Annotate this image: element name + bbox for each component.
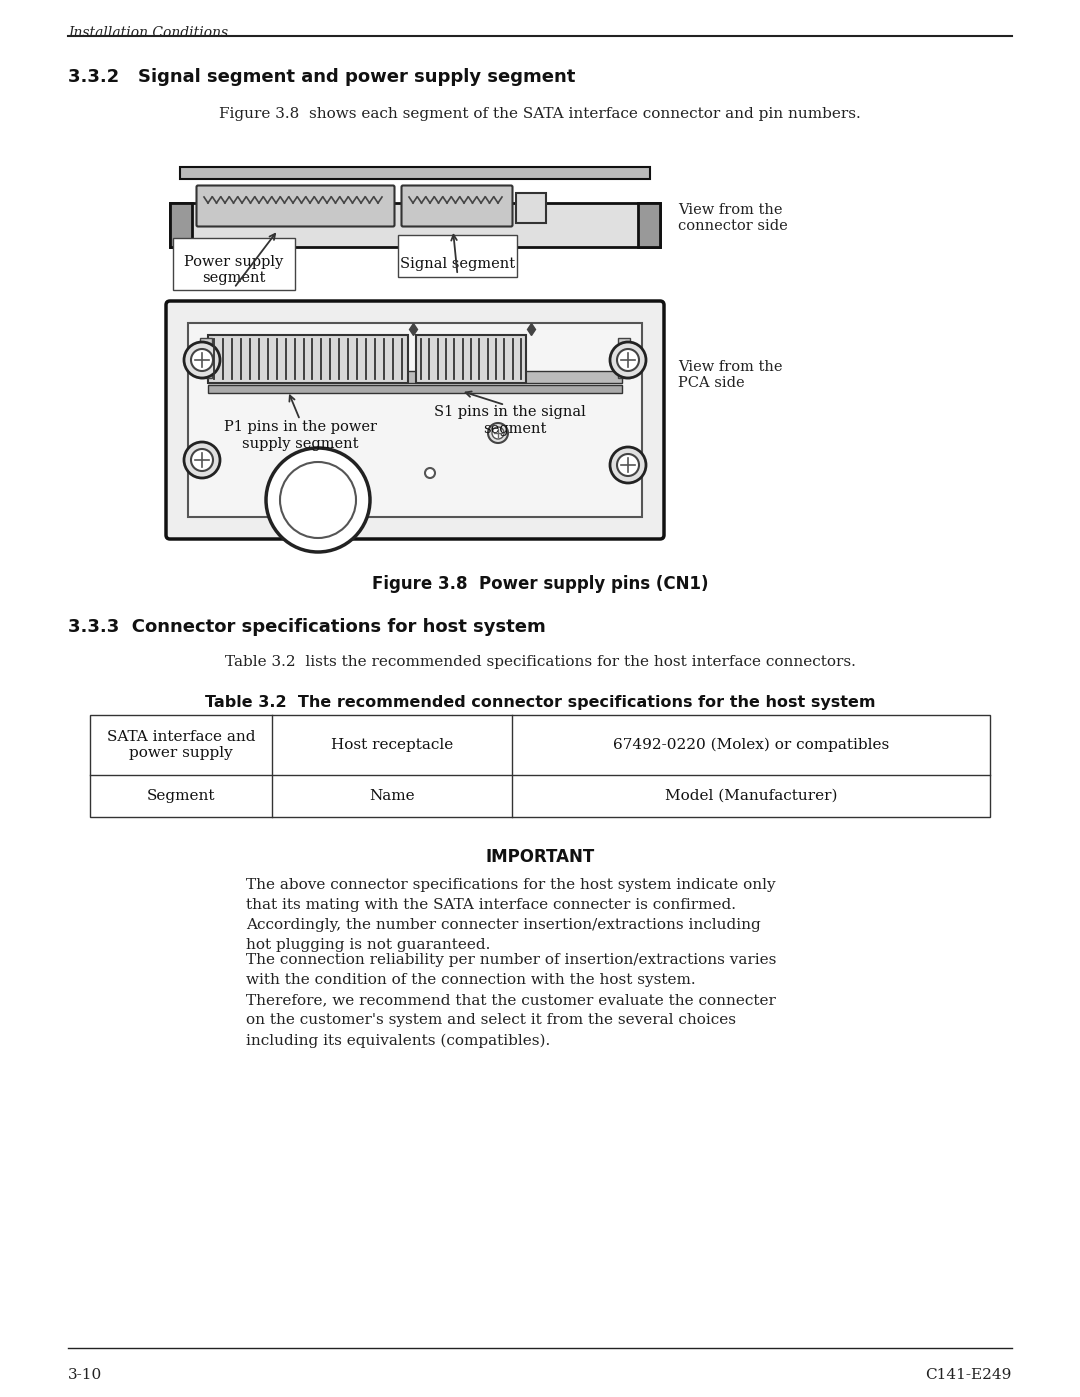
Bar	[208, 335, 408, 383]
Text: Installation Conditions: Installation Conditions	[68, 27, 228, 41]
Bar	[638, 203, 660, 247]
Bar	[208, 386, 622, 393]
Text: PCA side: PCA side	[678, 376, 744, 390]
Bar	[170, 203, 660, 247]
FancyBboxPatch shape	[197, 186, 394, 226]
Text: View from the: View from the	[678, 203, 783, 217]
Text: supply segment: supply segment	[242, 437, 359, 451]
Text: The above connector specifications for the host system indicate only
that its ma: The above connector specifications for t…	[246, 877, 775, 953]
Bar	[170, 203, 192, 247]
Circle shape	[617, 454, 639, 476]
Text: Table 3.2  lists the recommended specifications for the host interface connector: Table 3.2 lists the recommended specific…	[225, 655, 855, 669]
Text: Figure 3.8  Power supply pins (CN1): Figure 3.8 Power supply pins (CN1)	[372, 576, 708, 592]
Text: Host receptacle: Host receptacle	[330, 738, 454, 752]
Text: Table 3.2  The recommended connector specifications for the host system: Table 3.2 The recommended connector spec…	[205, 694, 875, 710]
Text: IMPORTANT: IMPORTANT	[485, 848, 595, 866]
Text: segment: segment	[484, 422, 546, 436]
Text: Segment: Segment	[147, 789, 215, 803]
Circle shape	[266, 448, 370, 552]
Text: Name: Name	[369, 789, 415, 803]
Text: 3.3.3  Connector specifications for host system: 3.3.3 Connector specifications for host …	[68, 617, 545, 636]
Bar	[90, 715, 990, 817]
Circle shape	[488, 423, 508, 443]
Bar	[180, 168, 650, 179]
FancyBboxPatch shape	[402, 186, 513, 226]
Circle shape	[492, 427, 504, 439]
Text: connector side: connector side	[678, 219, 787, 233]
Text: 67492-0220 (Molex) or compatibles: 67492-0220 (Molex) or compatibles	[612, 738, 889, 752]
Bar	[416, 335, 526, 383]
Circle shape	[184, 441, 220, 478]
Text: C141-E249: C141-E249	[926, 1368, 1012, 1382]
Text: Power supply: Power supply	[185, 256, 284, 270]
Circle shape	[184, 342, 220, 379]
Circle shape	[191, 448, 213, 471]
Text: 3-10: 3-10	[68, 1368, 103, 1382]
Bar	[208, 372, 622, 383]
Circle shape	[280, 462, 356, 538]
Text: Model (Manufacturer): Model (Manufacturer)	[665, 789, 837, 803]
Circle shape	[426, 468, 435, 478]
Text: View from the: View from the	[678, 360, 783, 374]
Text: The connection reliability per number of insertion/extractions varies
with the c: The connection reliability per number of…	[246, 953, 777, 1048]
Bar	[516, 193, 546, 224]
Text: Signal segment: Signal segment	[400, 257, 515, 271]
Text: SATA interface and
power supply: SATA interface and power supply	[107, 729, 255, 760]
Text: 3.3.2   Signal segment and power supply segment: 3.3.2 Signal segment and power supply se…	[68, 68, 576, 87]
Circle shape	[191, 349, 213, 372]
Text: P1 pins in the power: P1 pins in the power	[224, 420, 377, 434]
FancyBboxPatch shape	[399, 235, 517, 277]
Circle shape	[610, 447, 646, 483]
Bar	[618, 338, 630, 379]
FancyBboxPatch shape	[166, 300, 664, 539]
Circle shape	[617, 349, 639, 372]
Bar	[188, 323, 642, 517]
Text: segment: segment	[202, 271, 266, 285]
Circle shape	[610, 342, 646, 379]
Text: Figure 3.8  shows each segment of the SATA interface connector and pin numbers.: Figure 3.8 shows each segment of the SAT…	[219, 108, 861, 122]
Bar	[200, 338, 212, 379]
FancyBboxPatch shape	[173, 237, 295, 291]
Text: S1 pins in the signal: S1 pins in the signal	[434, 405, 585, 419]
